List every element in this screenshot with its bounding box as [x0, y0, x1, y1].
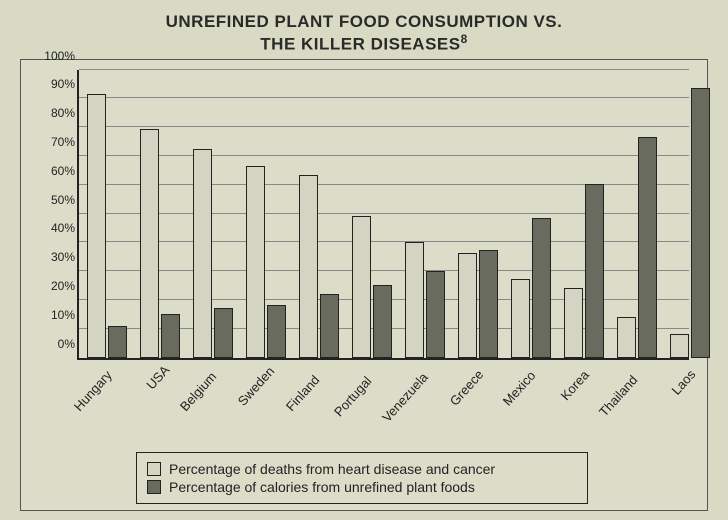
bar — [564, 288, 583, 358]
bar — [267, 305, 286, 357]
gridline — [79, 69, 689, 70]
bar — [617, 317, 636, 358]
bar — [246, 166, 265, 357]
bar-group — [511, 218, 551, 357]
legend-item-2: Percentage of calories from unrefined pl… — [147, 479, 577, 495]
bar — [458, 253, 477, 357]
chart-plot-area: 0%10%20%30%40%50%60%70%80%90%100% — [77, 70, 689, 360]
x-tick-label: Venezuela — [379, 369, 431, 424]
x-tick-label: Mexico — [500, 368, 539, 409]
bar-group — [564, 184, 604, 358]
x-tick-label: Sweden — [235, 363, 278, 408]
bar — [193, 149, 212, 358]
bar — [405, 242, 424, 358]
x-tick-label: Thailand — [596, 372, 641, 419]
bar — [87, 94, 106, 358]
chart-container: 0%10%20%30%40%50%60%70%80%90%100% Hungar… — [20, 59, 708, 511]
legend-item-1: Percentage of deaths from heart disease … — [147, 461, 577, 477]
y-tick-label: 50% — [51, 193, 79, 207]
title-footnote: 8 — [461, 32, 468, 46]
bar — [108, 326, 127, 358]
bar-group — [246, 166, 286, 357]
bar — [161, 314, 180, 358]
y-tick-label: 20% — [51, 279, 79, 293]
bar — [426, 271, 445, 358]
gridline — [79, 97, 689, 98]
bar-group — [299, 175, 339, 358]
bar — [532, 218, 551, 357]
bar — [511, 279, 530, 357]
y-tick-label: 30% — [51, 250, 79, 264]
x-tick-label: USA — [143, 362, 172, 392]
bar — [352, 216, 371, 358]
x-tick-label: Greece — [447, 367, 487, 409]
bar-group — [405, 242, 445, 358]
bar-group — [140, 129, 180, 358]
bar — [320, 294, 339, 358]
bar-group — [193, 149, 233, 358]
gridline — [79, 126, 689, 127]
legend-label-2: Percentage of calories from unrefined pl… — [169, 479, 475, 495]
chart-title: UNREFINED PLANT FOOD CONSUMPTION VS. THE… — [20, 12, 708, 55]
title-line-1: UNREFINED PLANT FOOD CONSUMPTION VS. — [166, 12, 563, 31]
bar — [638, 137, 657, 357]
title-line-2: THE KILLER DISEASES — [260, 35, 460, 54]
y-tick-label: 0% — [58, 337, 79, 351]
bar — [373, 285, 392, 358]
legend-swatch-2 — [147, 480, 161, 494]
y-tick-label: 90% — [51, 77, 79, 91]
x-tick-label: Portugal — [331, 373, 375, 419]
bar — [670, 334, 689, 357]
x-tick-label: Belgium — [177, 369, 220, 414]
y-tick-label: 40% — [51, 221, 79, 235]
x-tick-label: Korea — [558, 367, 592, 403]
y-tick-label: 80% — [51, 106, 79, 120]
bar — [585, 184, 604, 358]
bar-group — [670, 88, 710, 358]
chart-page: UNREFINED PLANT FOOD CONSUMPTION VS. THE… — [0, 0, 728, 520]
legend: Percentage of deaths from heart disease … — [136, 452, 588, 504]
x-tick-label: Laos — [668, 366, 698, 397]
x-tick-label: Finland — [283, 372, 323, 414]
x-axis-labels: HungaryUSABelgiumSwedenFinlandPortugalVe… — [77, 360, 689, 446]
bar-group — [458, 250, 498, 357]
bar-group — [87, 94, 127, 358]
bar — [140, 129, 159, 358]
legend-label-1: Percentage of deaths from heart disease … — [169, 461, 495, 477]
bar-group — [617, 137, 657, 357]
bar — [214, 308, 233, 357]
y-tick-label: 60% — [51, 164, 79, 178]
plot-region: 0%10%20%30%40%50%60%70%80%90%100% — [77, 70, 689, 360]
y-tick-label: 100% — [44, 49, 79, 63]
bar-group — [352, 216, 392, 358]
bar — [299, 175, 318, 358]
bar — [479, 250, 498, 357]
legend-swatch-1 — [147, 462, 161, 476]
y-tick-label: 70% — [51, 135, 79, 149]
bar — [691, 88, 710, 358]
y-tick-label: 10% — [51, 308, 79, 322]
x-tick-label: Hungary — [71, 367, 115, 414]
